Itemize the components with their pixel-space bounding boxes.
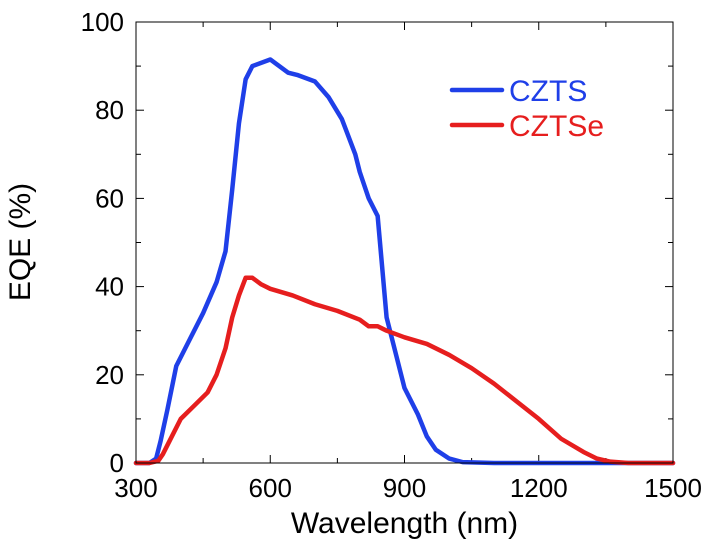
y-tick-label: 0 [110,448,124,478]
y-tick-label: 20 [95,360,124,390]
x-axis-title: Wavelength (nm) [291,507,518,540]
series-line-czts [133,57,676,466]
y-tick-label: 60 [95,183,124,213]
x-tick-label: 300 [114,473,157,503]
x-tick-label: 900 [383,473,426,503]
series-line-cztse [133,275,676,466]
y-tick-label: 100 [81,7,124,37]
x-tick-label: 1200 [510,473,568,503]
y-tick-label: 80 [95,95,124,125]
y-axis-title: EQE (%) [4,183,37,301]
legend-label-czts: CZTS [509,75,587,108]
x-tick-label: 1500 [644,473,702,503]
y-tick-label: 40 [95,272,124,302]
plot-frame [135,21,674,464]
legend-label-cztse: CZTSe [509,110,604,143]
x-tick-label: 600 [249,473,292,503]
